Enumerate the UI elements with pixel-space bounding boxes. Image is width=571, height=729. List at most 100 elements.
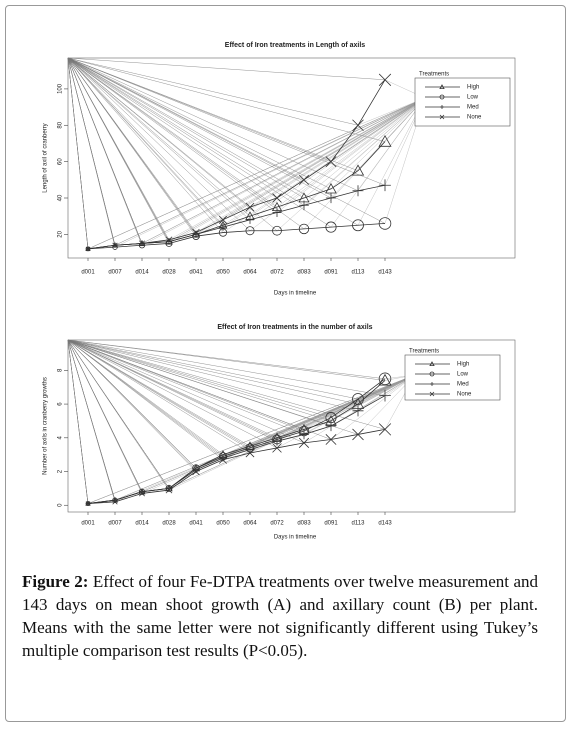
artifact-line bbox=[67, 57, 305, 199]
artifact-line bbox=[67, 339, 278, 438]
artifact-line bbox=[67, 339, 251, 449]
marker bbox=[218, 455, 228, 464]
artifact-line bbox=[67, 339, 332, 440]
artifact-line bbox=[222, 97, 426, 228]
artifact-line bbox=[114, 97, 426, 248]
plot-frame bbox=[67, 57, 516, 259]
marker bbox=[298, 174, 310, 185]
artifact-line bbox=[67, 339, 278, 449]
artifact-line bbox=[67, 57, 332, 228]
legend-title: Treatments bbox=[419, 72, 449, 78]
artifact-line bbox=[114, 374, 416, 501]
x-axis-label: Days in timeline bbox=[274, 291, 317, 297]
x-tick-label: d007 bbox=[108, 270, 122, 276]
chart-title: Effect of Iron treatments in Length of a… bbox=[225, 42, 366, 49]
artifact-line bbox=[67, 57, 89, 249]
artifact-line bbox=[67, 339, 251, 447]
artifact-line bbox=[330, 374, 416, 418]
artifact-line bbox=[67, 57, 305, 180]
artifact-line bbox=[67, 57, 332, 199]
legend-label: None bbox=[467, 115, 482, 121]
x-tick-label: d091 bbox=[324, 521, 338, 527]
plot-frame bbox=[67, 339, 516, 513]
artifact-line bbox=[87, 97, 426, 250]
artifact-line bbox=[276, 97, 426, 208]
artifact-line bbox=[67, 57, 224, 233]
artifact-line bbox=[67, 339, 359, 435]
series-line bbox=[87, 380, 386, 504]
x-tick-label: d050 bbox=[216, 270, 230, 276]
marker bbox=[430, 382, 434, 386]
y-tick-label: 60 bbox=[58, 158, 64, 165]
artifact-line bbox=[222, 97, 426, 233]
figure: Effect of Iron treatments in Length of a… bbox=[43, 42, 516, 541]
marker bbox=[165, 486, 173, 494]
marker bbox=[378, 423, 392, 436]
artifact-line bbox=[303, 97, 426, 199]
series-line bbox=[87, 223, 386, 250]
marker bbox=[165, 236, 173, 244]
legend-label: None bbox=[457, 392, 472, 398]
artifact-line bbox=[67, 339, 278, 442]
marker bbox=[112, 242, 118, 248]
artifact-line bbox=[67, 57, 305, 206]
artifact-line bbox=[222, 97, 426, 226]
marker bbox=[139, 490, 145, 497]
artifact-line bbox=[67, 57, 386, 81]
artifact-line bbox=[67, 57, 305, 230]
artifact-line bbox=[195, 97, 426, 233]
x-tick-label: d014 bbox=[135, 270, 149, 276]
artifact-line bbox=[141, 97, 426, 244]
marker bbox=[379, 389, 391, 402]
artifact-line bbox=[67, 339, 224, 459]
artifact-line bbox=[67, 57, 359, 191]
marker bbox=[429, 391, 435, 397]
artifact-line bbox=[249, 374, 416, 454]
legend-label: Med bbox=[457, 382, 469, 388]
marker bbox=[352, 393, 364, 405]
marker bbox=[378, 134, 392, 147]
artifact-line bbox=[330, 97, 426, 190]
marker bbox=[440, 105, 444, 109]
artifact-line bbox=[67, 57, 278, 208]
artifact-line bbox=[67, 339, 386, 396]
legend-box bbox=[414, 77, 511, 127]
artifact-line bbox=[67, 57, 170, 240]
marker bbox=[218, 215, 228, 224]
marker bbox=[112, 499, 118, 505]
artifact-line bbox=[67, 57, 143, 244]
artifact-line bbox=[249, 97, 426, 220]
marker bbox=[325, 182, 337, 194]
artifact-line bbox=[67, 339, 332, 418]
series-line bbox=[87, 79, 386, 250]
x-tick-label: d143 bbox=[378, 270, 392, 276]
y-tick-label: 6 bbox=[58, 402, 64, 406]
x-tick-label: d001 bbox=[81, 270, 95, 276]
artifact-line bbox=[67, 339, 170, 491]
x-tick-label: d041 bbox=[189, 270, 203, 276]
legend-label: Med bbox=[467, 105, 479, 111]
artifact-line bbox=[67, 339, 116, 502]
marker bbox=[325, 434, 337, 445]
artifact-line bbox=[67, 57, 251, 231]
artifact-line bbox=[67, 339, 224, 457]
artifact-line bbox=[67, 339, 224, 455]
marker bbox=[272, 225, 282, 236]
x-tick-label: d028 bbox=[162, 521, 176, 527]
artifact-line bbox=[67, 57, 251, 208]
artifact-line bbox=[67, 57, 359, 226]
artifact-line bbox=[168, 97, 426, 240]
caption-text: Effect of four Fe-DTPA treatments over t… bbox=[22, 572, 538, 660]
marker bbox=[378, 217, 392, 230]
artifact-line bbox=[67, 339, 278, 440]
marker bbox=[352, 428, 364, 441]
artifact-line bbox=[114, 97, 426, 246]
artifact-line bbox=[67, 57, 224, 226]
artifact-line bbox=[303, 374, 416, 443]
artifact-line bbox=[87, 374, 416, 504]
marker bbox=[219, 223, 227, 231]
marker bbox=[299, 429, 309, 440]
x-tick-label: d113 bbox=[352, 521, 366, 527]
figure-frame bbox=[5, 5, 566, 722]
marker bbox=[352, 405, 364, 417]
